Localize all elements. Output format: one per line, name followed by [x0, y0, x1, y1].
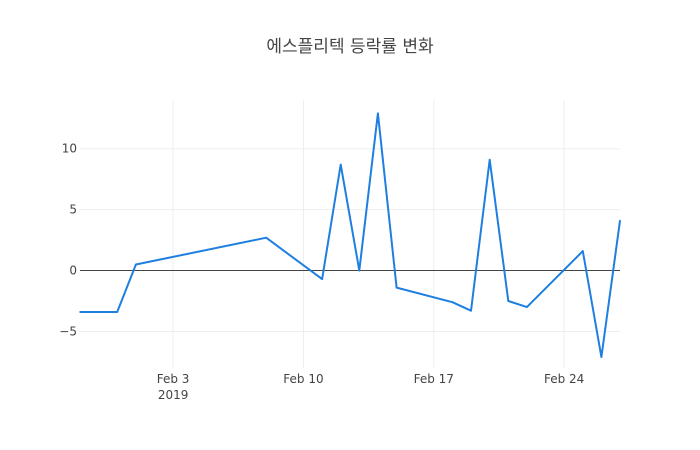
- data-point: [619, 219, 621, 222]
- data-point: [600, 356, 603, 358]
- y-tick-label: −5: [59, 324, 77, 338]
- data-point: [339, 163, 342, 166]
- data-point: [581, 250, 584, 252]
- x-tick-label: Feb 24: [544, 372, 584, 386]
- data-point: [265, 236, 268, 239]
- series-line: [80, 112, 621, 358]
- chart-title: 에스플리텍 등락률 변화: [266, 37, 434, 57]
- data-point: [451, 301, 454, 304]
- data-point: [116, 311, 119, 313]
- data-point: [507, 300, 510, 302]
- data-point: [526, 306, 528, 308]
- data-point: [358, 269, 361, 272]
- data-point: [470, 309, 472, 312]
- x-tick-label: Feb 17: [414, 372, 454, 386]
- data-point: [321, 278, 323, 280]
- x-tick-label: Feb 3: [157, 372, 190, 386]
- x-tick-year-label: 2019: [158, 388, 189, 402]
- y-tick-label: 10: [62, 142, 77, 156]
- y-tick-label: 0: [69, 264, 77, 278]
- y-tick-label: 5: [69, 203, 77, 217]
- data-point: [79, 311, 81, 313]
- data-point: [377, 112, 379, 115]
- data-point: [395, 286, 398, 289]
- data-point: [135, 263, 137, 266]
- data-point: [488, 158, 491, 161]
- x-tick-label: Feb 10: [283, 372, 323, 386]
